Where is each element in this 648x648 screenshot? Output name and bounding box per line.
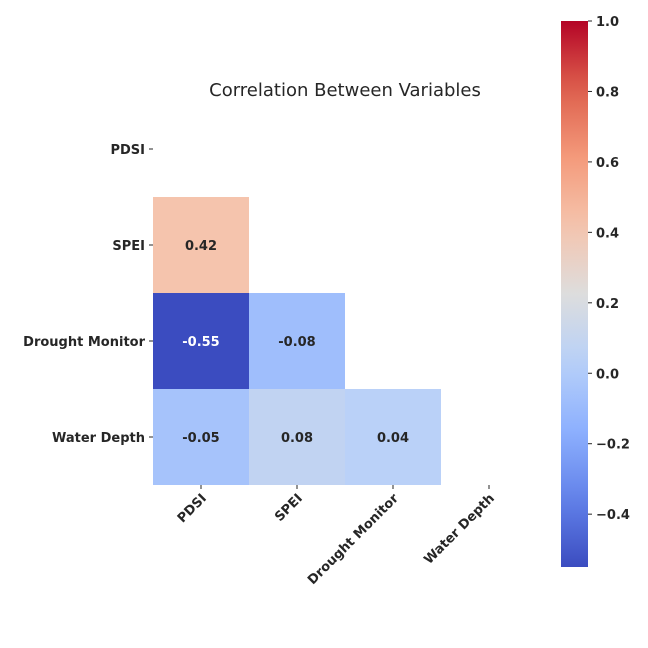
cell-value-label: -0.05 xyxy=(182,431,219,446)
x-tick-label: PDSI xyxy=(175,491,210,526)
y-tick-label: SPEI xyxy=(112,239,145,254)
y-tick-label: Water Depth xyxy=(52,431,145,446)
y-tick-label: Drought Monitor xyxy=(23,335,145,350)
colorbar-tick-label: 0.4 xyxy=(596,226,619,241)
colorbar-tick-label: 0.6 xyxy=(596,156,619,171)
colorbar-tick-label: −0.2 xyxy=(596,438,630,453)
heatmap-cell xyxy=(249,389,345,485)
y-tick-label: PDSI xyxy=(110,143,145,158)
colorbar-tick-label: −0.4 xyxy=(596,508,630,523)
colorbar-tick-label: 0.8 xyxy=(596,85,619,100)
chart-title: Correlation Between Variables xyxy=(209,80,481,101)
x-tick-label: Water Depth xyxy=(421,491,497,567)
cell-value-label: -0.55 xyxy=(182,335,219,350)
colorbar xyxy=(561,21,588,567)
x-tick-label: SPEI xyxy=(272,491,306,525)
heatmap-cell xyxy=(153,197,249,293)
heatmap-cell xyxy=(153,293,249,389)
cell-value-label: 0.42 xyxy=(185,239,217,254)
heatmap-cell xyxy=(345,389,441,485)
colorbar-tick-label: 0.0 xyxy=(596,367,619,382)
colorbar-tick-label: 0.2 xyxy=(596,297,619,312)
colorbar-tick-label: 1.0 xyxy=(596,15,619,30)
cell-value-label: 0.08 xyxy=(281,431,313,446)
cell-value-label: -0.08 xyxy=(278,335,315,350)
heatmap-cell xyxy=(153,389,249,485)
heatmap-cell xyxy=(249,293,345,389)
x-tick-label: Drought Monitor xyxy=(305,491,402,588)
cell-value-label: 0.04 xyxy=(377,431,409,446)
